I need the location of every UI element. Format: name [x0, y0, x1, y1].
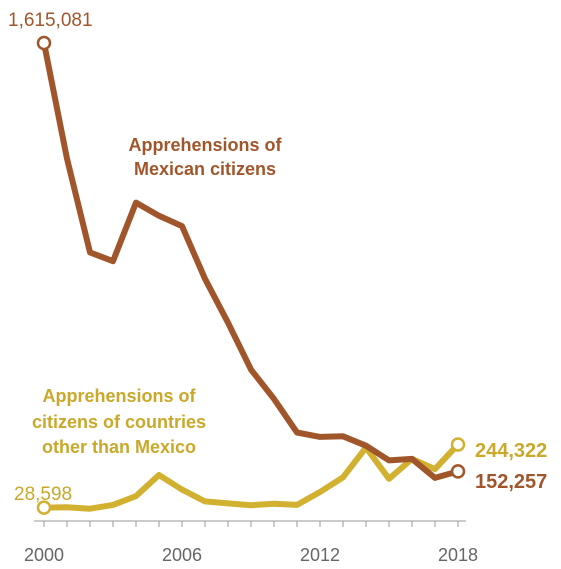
other-series-label-line-3: other than Mexico [42, 437, 196, 457]
other-start-marker [36, 500, 52, 515]
mexican-end-value-label: 152,257 [475, 471, 547, 493]
x-tick-label: 2018 [438, 545, 478, 565]
other-series-label-line-2: citizens of countries [32, 412, 206, 432]
x-tick-label: 2000 [24, 545, 64, 565]
mexican-start-value-label: 1,615,081 [8, 10, 93, 31]
other-end-marker [450, 437, 466, 452]
mexican-start-marker [36, 35, 52, 51]
other-end-value-label: 244,322 [475, 440, 547, 462]
series-lines [41, 40, 461, 512]
x-tick-label: 2006 [162, 545, 202, 565]
mexican-series-label-line-1: Apprehensions of [128, 135, 282, 155]
other-start-value-label: 28,598 [14, 484, 72, 505]
mexican-series-label-line-2: Mexican citizens [134, 159, 276, 179]
other-series-label-line-1: Apprehensions of [42, 386, 196, 406]
mexican-series-line [41, 40, 461, 481]
x-tick-label: 2012 [300, 545, 340, 565]
x-axis: 2000 2006 2012 2018 [24, 520, 478, 565]
mexican-end-marker [450, 464, 466, 479]
endpoint-markers [36, 35, 466, 515]
other-series-line [41, 441, 461, 512]
